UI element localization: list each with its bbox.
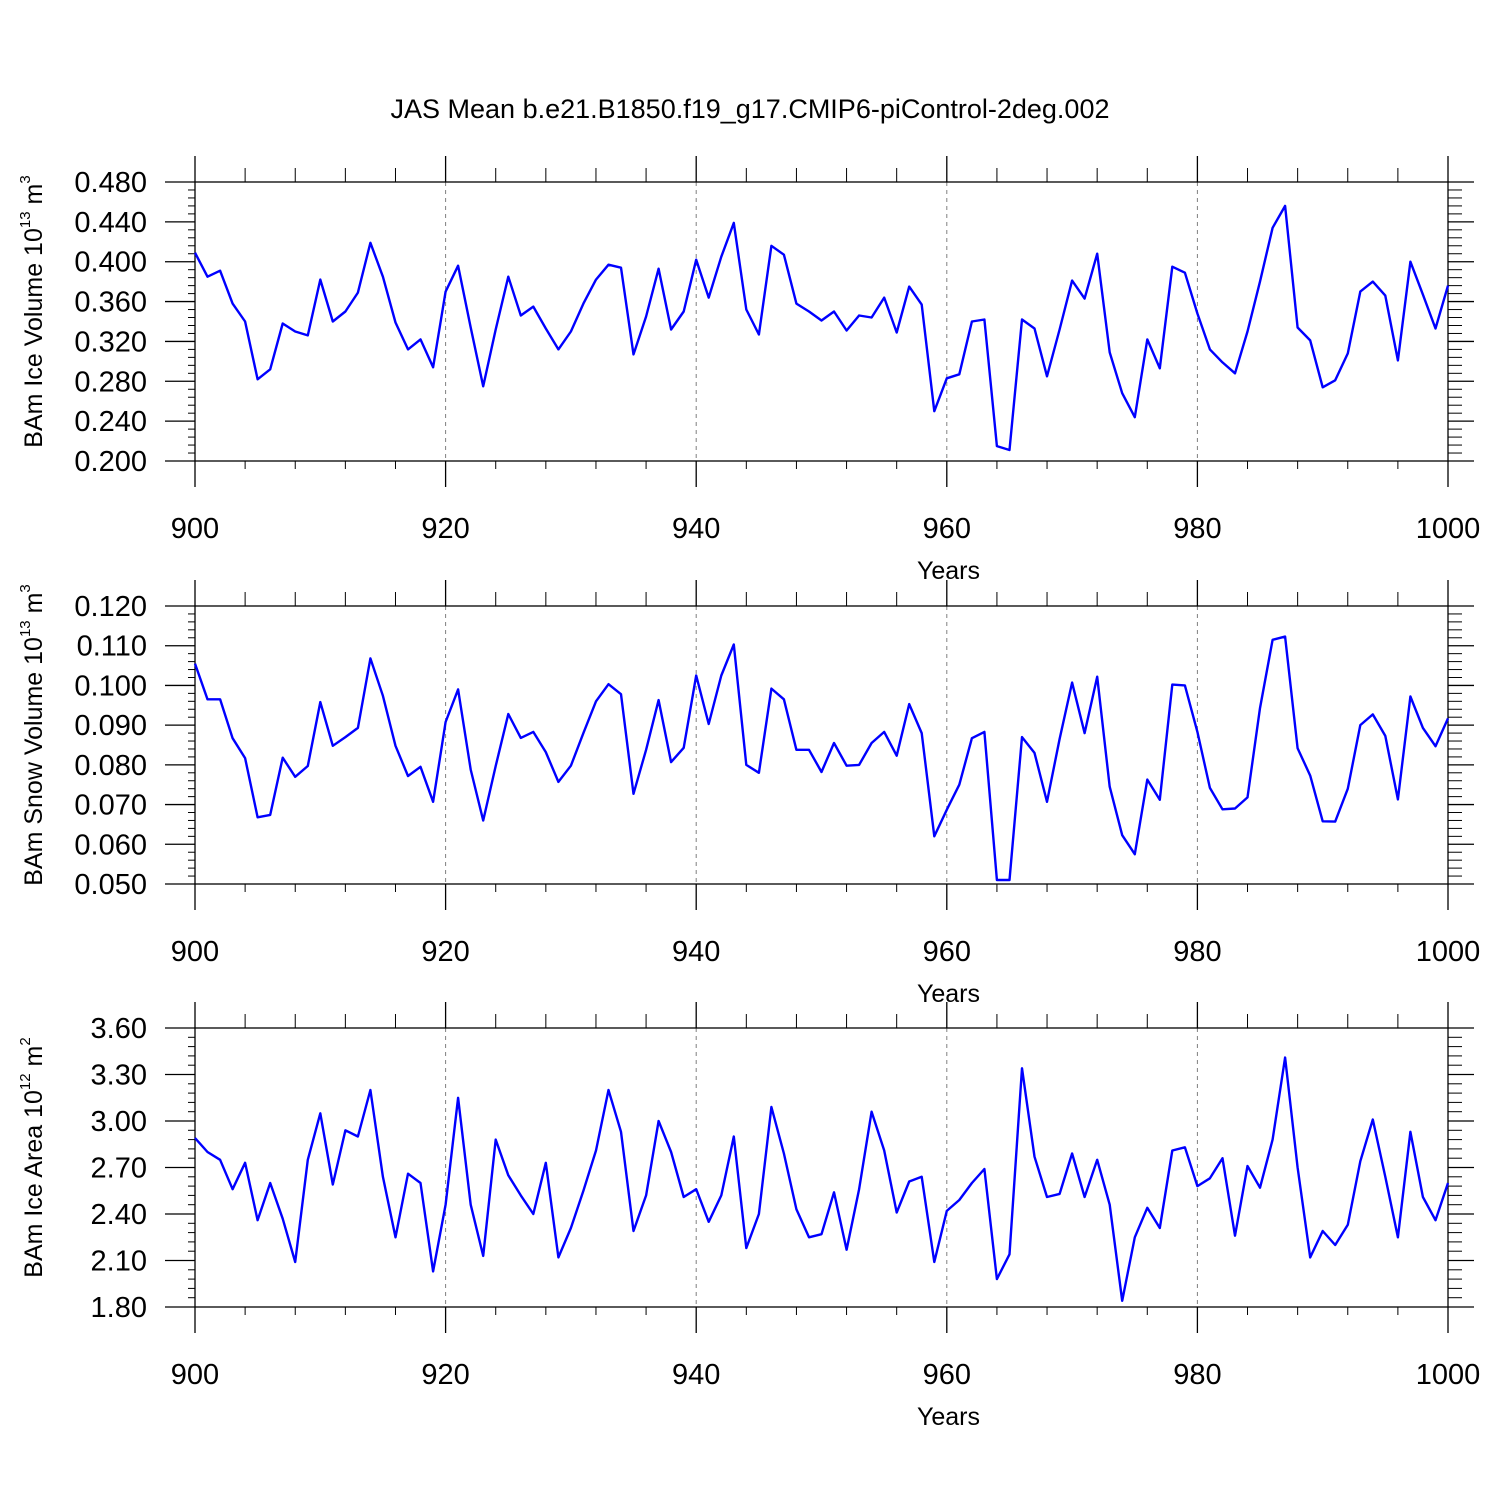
y-tick-label: 0.100 [74,670,147,702]
y-axis-title: BAm Ice Area 1012 m2 [17,1037,48,1277]
y-tick-label: 0.080 [74,750,147,782]
y-tick-label: 0.120 [74,591,147,623]
y-tick-label: 0.200 [74,446,147,478]
y-axis-title: BAm Ice Volume 1013 m3 [17,175,48,447]
y-axis-title-text: BAm Ice Area 10 [20,1090,48,1278]
y-tick-label: 0.360 [74,287,147,319]
x-tick-label: 940 [672,936,720,968]
y-tick-label: 2.10 [91,1246,147,1278]
y-axis-title: BAm Snow Volume 1013 m3 [17,584,48,886]
x-tick-label: 1000 [1416,513,1481,545]
x-axis-title: Years [917,557,980,585]
y-tick-label: 3.60 [91,1013,147,1045]
y-tick-label: 0.110 [77,631,147,663]
y-axis-title-exponent: 12 [17,1073,34,1090]
x-tick-label: 960 [923,1359,971,1391]
x-tick-label: 960 [923,513,971,545]
y-axis-title-unit-exponent: 2 [17,1037,34,1045]
y-axis-title-unit: m [20,184,48,212]
y-tick-label: 0.440 [74,207,147,239]
y-axis-title-unit: m [20,1046,48,1074]
x-tick-label: 1000 [1416,936,1481,968]
y-tick-label: 0.050 [74,869,147,901]
y-tick-label: 0.320 [74,326,147,358]
x-tick-label: 1000 [1416,1359,1481,1391]
x-tick-label: 960 [923,936,971,968]
x-axis-title: Years [917,1403,980,1431]
data-series-line [193,635,1450,882]
panel-1: 0.200 0.240 0.280 0.320 0.360 0.400 0.440 0.480… [17,156,1480,585]
y-axis-title-unit: m [20,593,48,621]
y-axis-title-unit-exponent: 3 [17,175,34,183]
x-axis-title: Years [917,980,980,1008]
y-tick-label: 3.00 [91,1106,147,1138]
y-tick-label: 2.70 [91,1153,147,1185]
plot-frame [194,605,1449,885]
y-tick-label: 0.400 [74,247,147,279]
panels: 0.200 0.240 0.280 0.320 0.360 0.400 0.440 0.480… [17,156,1480,1431]
plot-frame [194,1027,1449,1308]
x-tick-label: 980 [1173,1359,1221,1391]
y-tick-label: 0.480 [74,167,147,199]
x-tick-label: 980 [1173,513,1221,545]
y-axis-title-text: BAm Ice Volume 10 [20,228,48,448]
x-tick-label: 900 [171,1359,219,1391]
y-tick-label: 1.80 [91,1292,147,1324]
data-series-line [194,1056,1450,1303]
y-tick-label: 3.30 [91,1060,147,1092]
plot-frame [194,181,1449,462]
y-axis-title-exponent: 13 [17,211,34,228]
y-tick-label: 0.060 [74,829,147,861]
y-tick-label: 0.090 [74,710,147,742]
x-tick-label: 900 [171,513,219,545]
y-tick-label: 2.40 [91,1199,147,1231]
x-tick-label: 940 [672,513,720,545]
y-tick-label: 0.070 [74,790,147,822]
y-axis-title-exponent: 13 [17,620,34,637]
x-tick-label: 920 [421,936,469,968]
x-tick-label: 920 [421,513,469,545]
panel-2: 0.050 0.060 0.070 0.080 0.090 0.100 0.110 0.120… [17,580,1480,1008]
x-tick-label: 940 [672,1359,720,1391]
y-axis-title-unit-exponent: 3 [17,584,34,592]
x-tick-label: 980 [1173,936,1221,968]
x-tick-label: 920 [421,1359,469,1391]
y-tick-label: 0.240 [74,406,147,438]
y-axis-title-text: BAm Snow Volume 10 [20,637,48,886]
data-series-line [193,204,1450,452]
chart-title: JAS Mean b.e21.B1850.f19_g17.CMIP6-piCon… [391,94,1110,124]
y-tick-label: 0.280 [74,366,147,398]
panel-3: 1.80 2.10 2.40 2.70 3.00 3.30 3.60 900 920 940 960… [17,1002,1480,1431]
x-tick-label: 900 [171,936,219,968]
